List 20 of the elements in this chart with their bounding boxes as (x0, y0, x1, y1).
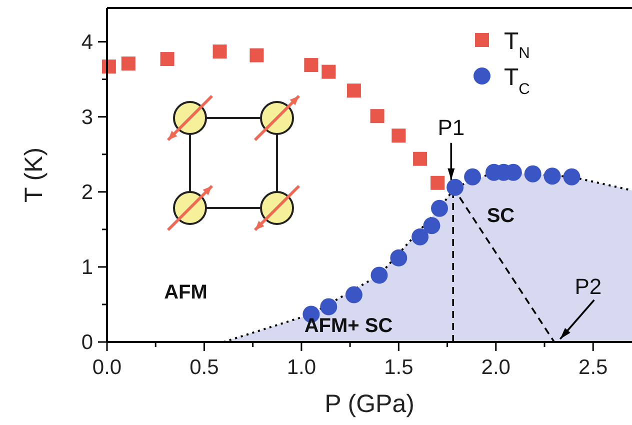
annotation: SC (486, 204, 515, 227)
y-tick-label: 0 (81, 331, 93, 354)
y-tick-label: 4 (81, 30, 94, 54)
y-axis-title: T (K) (20, 147, 48, 203)
annotation: AFM+ SC (304, 314, 393, 337)
x-tick-label: 0.0 (92, 356, 122, 379)
legend-label: T$_{N}$ (504, 28, 530, 62)
x-tick-label: 1.0 (286, 356, 316, 379)
x-axis-title: P (GPa) (324, 390, 414, 418)
legend-label: T$_{C}$ (504, 64, 530, 98)
y-tick-label: 2 (81, 180, 93, 204)
annotation: P1 (438, 114, 465, 140)
y-tick-label: 1 (81, 256, 93, 279)
annotation: AFM (164, 282, 208, 304)
x-tick-label: 0.5 (190, 356, 219, 379)
x-tick-label: 1.5 (384, 356, 414, 379)
y-tick-label: 3 (81, 106, 93, 129)
x-tick-label: 2.5 (578, 356, 608, 379)
x-tick-label: 2.0 (481, 356, 510, 379)
annotation: P2 (574, 274, 602, 299)
